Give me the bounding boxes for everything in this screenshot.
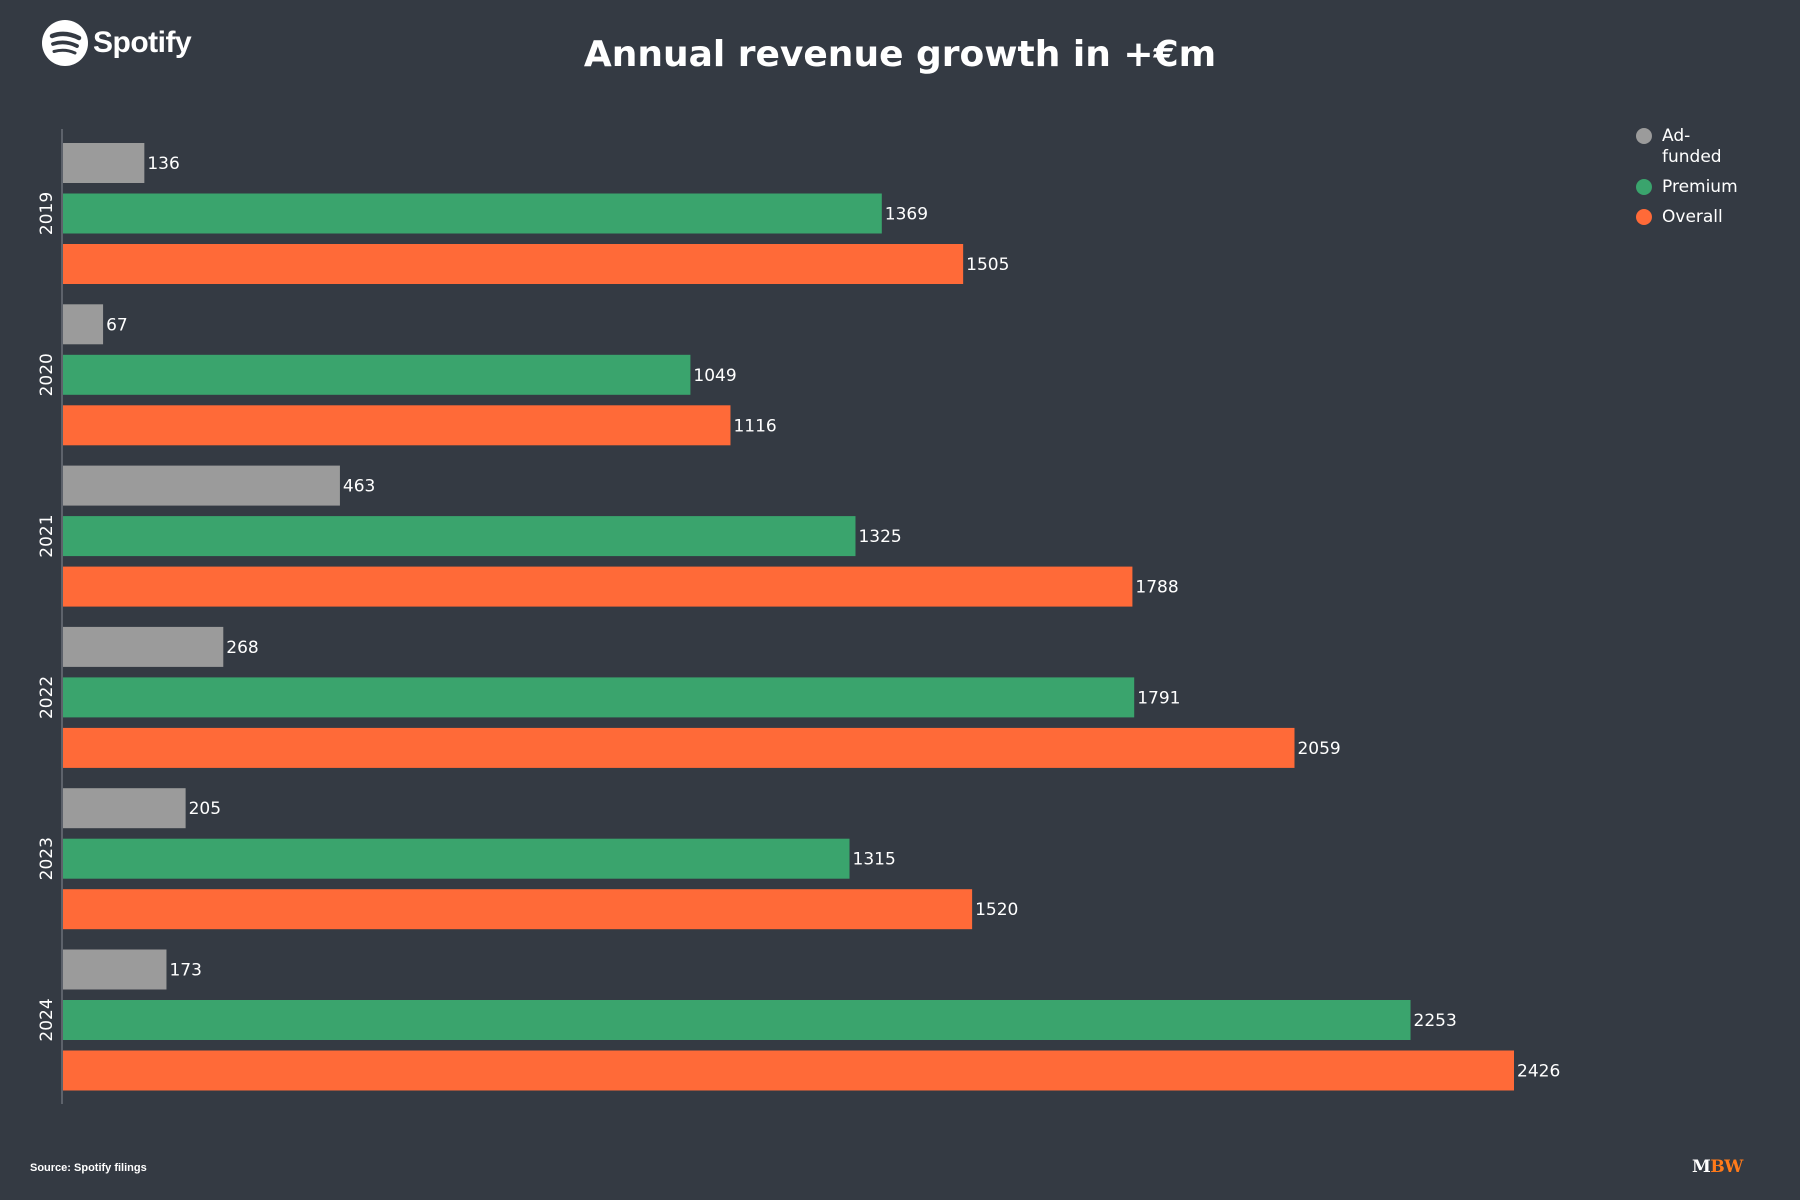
bar-overall-2022[interactable] xyxy=(63,727,1295,768)
data-label: 173 xyxy=(169,961,201,981)
bar-ad-funded-2023[interactable] xyxy=(63,788,186,829)
data-label: 1791 xyxy=(1137,688,1180,708)
bar-overall-2020[interactable] xyxy=(63,405,731,446)
publisher-logo: MBW xyxy=(1692,1157,1743,1177)
legend-label: Ad-funded xyxy=(1662,126,1722,167)
legend: Ad-funded Premium Overall xyxy=(1636,126,1742,237)
data-label: 1049 xyxy=(693,366,736,386)
y-tick-label: 2022 xyxy=(37,676,57,719)
bar-overall-2021[interactable] xyxy=(63,566,1133,607)
legend-label: Overall xyxy=(1662,207,1723,227)
bar-premium-2020[interactable] xyxy=(63,354,691,395)
data-label: 463 xyxy=(343,477,375,497)
bar-premium-2021[interactable] xyxy=(63,516,856,557)
publisher-logo-m: M xyxy=(1692,1157,1711,1177)
publisher-logo-bw: BW xyxy=(1710,1157,1743,1177)
bar-ad-funded-2019[interactable] xyxy=(63,143,145,183)
y-tick-label: 2019 xyxy=(37,192,57,235)
data-label: 1325 xyxy=(858,527,901,547)
data-label: 205 xyxy=(189,799,221,819)
legend-item-overall[interactable]: Overall xyxy=(1636,207,1742,228)
source-note: Source: Spotify filings xyxy=(30,1162,147,1174)
spotify-logo: Spotify xyxy=(42,20,192,66)
bar-premium-2019[interactable] xyxy=(63,193,882,234)
bar-premium-2022[interactable] xyxy=(63,677,1135,718)
legend-dot-icon xyxy=(1636,209,1652,225)
brand-name: Spotify xyxy=(93,26,192,59)
spotify-logo-icon xyxy=(42,20,88,66)
bar-overall-2024[interactable] xyxy=(63,1050,1514,1091)
data-label: 2426 xyxy=(1517,1062,1560,1082)
bar-ad-funded-2020[interactable] xyxy=(63,304,104,345)
data-label: 136 xyxy=(147,154,179,174)
legend-dot-icon xyxy=(1636,128,1652,144)
data-label: 2253 xyxy=(1414,1011,1457,1031)
bar-overall-2023[interactable] xyxy=(63,889,973,930)
data-label: 1315 xyxy=(853,850,896,870)
y-tick-label: 2020 xyxy=(37,353,57,396)
y-tick-label: 2024 xyxy=(37,998,57,1041)
data-label: 268 xyxy=(226,638,258,658)
bar-ad-funded-2022[interactable] xyxy=(63,626,224,667)
bar-ad-funded-2021[interactable] xyxy=(63,465,340,506)
legend-item-premium[interactable]: Premium xyxy=(1636,177,1742,198)
data-label: 1520 xyxy=(975,900,1018,920)
legend-dot-icon xyxy=(1636,179,1652,195)
data-label: 1788 xyxy=(1135,578,1178,598)
y-tick-label: 2023 xyxy=(37,837,57,880)
chart-title: Annual revenue growth in +€m xyxy=(583,34,1217,75)
y-tick-label: 2021 xyxy=(37,514,57,557)
bar-ad-funded-2024[interactable] xyxy=(63,949,167,990)
data-label: 1505 xyxy=(966,255,1009,275)
bar-premium-2024[interactable] xyxy=(63,1000,1411,1040)
data-label: 2059 xyxy=(1297,739,1340,759)
legend-item-ad-funded[interactable]: Ad-funded xyxy=(1636,126,1742,168)
data-label: 1116 xyxy=(733,416,776,436)
data-label: 67 xyxy=(106,315,128,335)
bar-overall-2019[interactable] xyxy=(63,244,964,284)
legend-label: Premium xyxy=(1662,177,1738,197)
bar-premium-2023[interactable] xyxy=(63,838,850,879)
data-label: 1369 xyxy=(885,205,928,225)
